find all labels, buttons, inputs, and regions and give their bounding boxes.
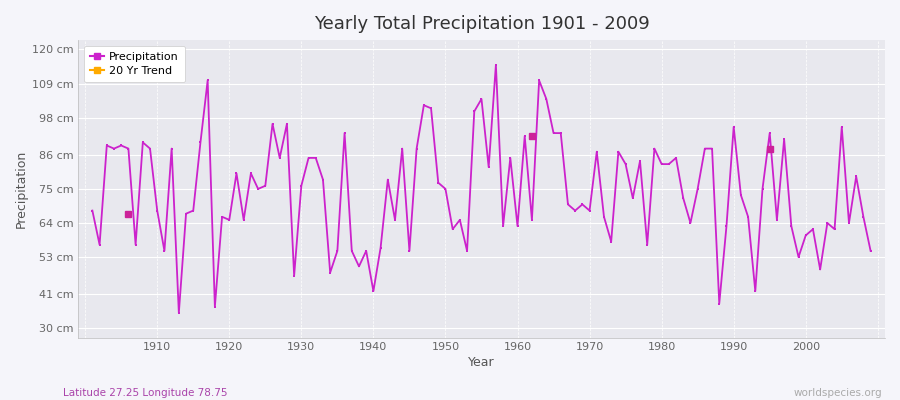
- Y-axis label: Precipitation: Precipitation: [15, 150, 28, 228]
- X-axis label: Year: Year: [468, 356, 495, 369]
- Title: Yearly Total Precipitation 1901 - 2009: Yearly Total Precipitation 1901 - 2009: [313, 15, 650, 33]
- Text: Latitude 27.25 Longitude 78.75: Latitude 27.25 Longitude 78.75: [63, 388, 228, 398]
- Legend: Precipitation, 20 Yr Trend: Precipitation, 20 Yr Trend: [84, 46, 185, 82]
- Text: worldspecies.org: worldspecies.org: [794, 388, 882, 398]
